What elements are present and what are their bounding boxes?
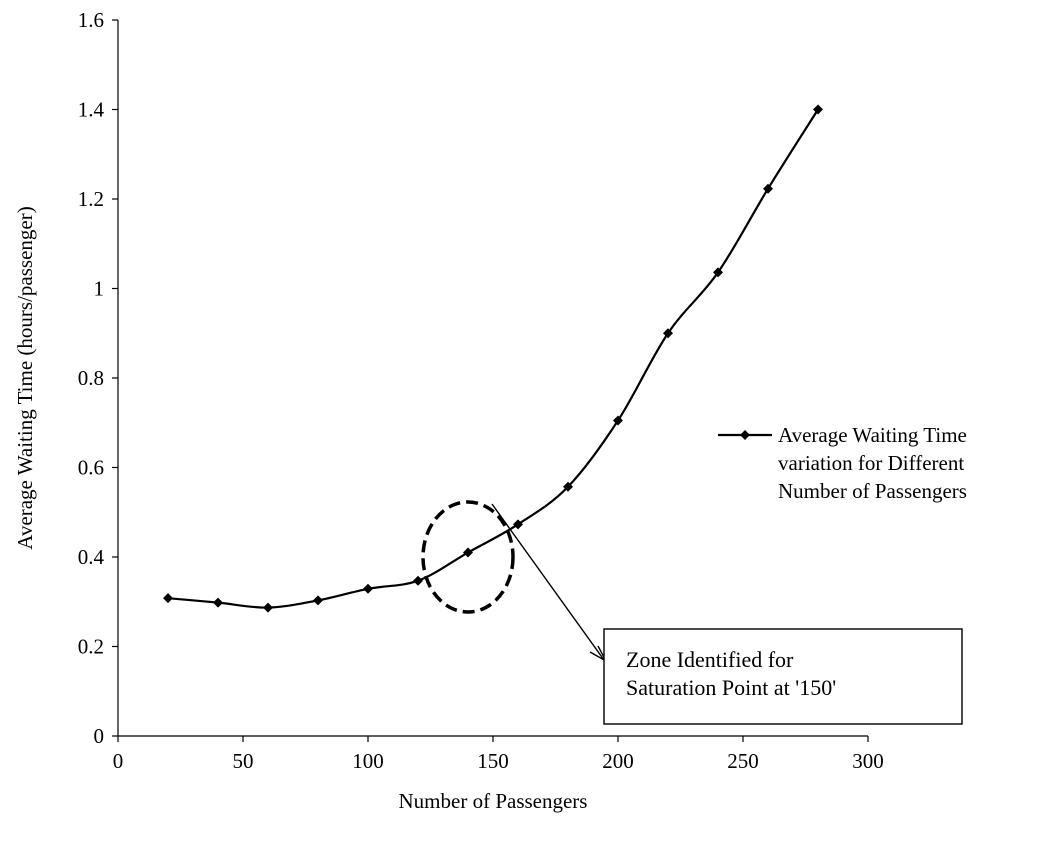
y-tick-label: 1.6	[78, 8, 104, 32]
saturation-zone-circle	[421, 500, 515, 614]
legend-marker-swatch	[740, 430, 750, 440]
legend: Average Waiting Time variation for Differ…	[718, 423, 967, 503]
y-tick-label: 1	[94, 277, 105, 301]
annotation-box	[603, 628, 963, 725]
series-line	[167, 108, 819, 609]
legend-label-line: variation for Different	[778, 451, 964, 475]
annotation-text-line: Zone Identified for	[626, 647, 794, 672]
data-point-marker	[763, 183, 773, 194]
data-point-marker	[663, 328, 673, 339]
y-tick-label: 1.4	[78, 98, 105, 122]
y-tick-label: 0.6	[78, 456, 104, 480]
data-point-marker	[363, 583, 373, 594]
x-tick-label: 50	[233, 749, 254, 773]
data-point-marker	[213, 597, 223, 608]
x-tick-label: 200	[602, 749, 634, 773]
data-point-marker	[713, 267, 723, 278]
annotation-arrow-line	[491, 503, 605, 661]
x-tick-label: 100	[352, 749, 384, 773]
y-tick-label: 1.2	[78, 187, 104, 211]
y-tick-label: 0.4	[78, 545, 105, 569]
x-tick-label: 0	[113, 749, 124, 773]
series-group	[163, 104, 823, 613]
data-point-marker	[163, 593, 173, 604]
y-ticks: 0 0.2 0.4 0.6 0.8 1 1.2 1.4 1.6	[78, 8, 118, 748]
data-point-marker	[513, 519, 523, 530]
y-axis-title: Average Waiting Time (hours/passenger)	[13, 206, 37, 549]
data-point-marker	[263, 602, 273, 613]
saturation-annotation: Zone Identified for Saturation Point at '…	[421, 500, 963, 725]
y-tick-label: 0.2	[78, 635, 104, 659]
x-tick-label: 250	[727, 749, 759, 773]
annotation-text-line: Saturation Point at '150'	[626, 675, 836, 700]
x-tick-label: 150	[477, 749, 509, 773]
data-point-marker	[463, 547, 473, 558]
data-point-marker	[413, 575, 423, 586]
y-tick-label: 0.8	[78, 366, 104, 390]
y-tick-label: 0	[94, 724, 105, 748]
data-point-marker	[563, 481, 573, 492]
x-axis-title: Number of Passengers	[399, 789, 588, 813]
data-point-marker	[313, 595, 323, 606]
legend-label-line: Number of Passengers	[778, 479, 967, 503]
x-tick-label: 300	[852, 749, 884, 773]
legend-label-line: Average Waiting Time	[778, 423, 967, 447]
x-ticks: 0 50 100 150 200 250 300	[113, 736, 884, 773]
data-point-marker	[613, 415, 623, 426]
data-point-marker	[813, 104, 823, 115]
